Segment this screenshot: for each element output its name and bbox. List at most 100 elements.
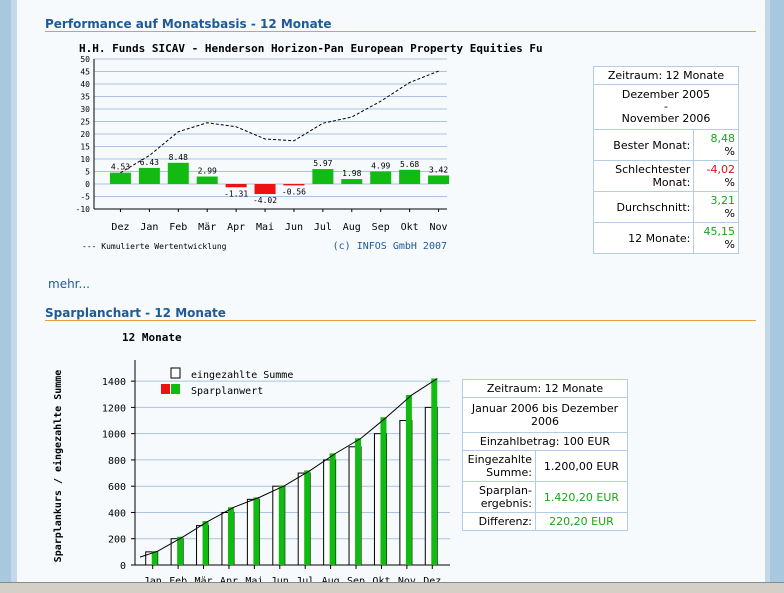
y-tick-label: 1000 — [102, 430, 126, 441]
x-tick-label: Dez — [423, 576, 441, 582]
main-content: Performance auf Monatsbasis - 12 Monate … — [17, 0, 765, 582]
stat-label: Sparplan-ergebnis: — [462, 481, 536, 513]
legend-label: eingezahlte Summe — [191, 370, 293, 381]
spar-period: Januar 2006 bis Dezember 2006 — [462, 397, 628, 433]
y-tick-label: -10 — [76, 205, 91, 214]
spar-row-differenz: Differenz: 220,20 EUR — [462, 512, 628, 531]
stat-value: 1.200,00 EUR — [535, 450, 628, 482]
stat-label: Durchschnitt: — [592, 191, 695, 223]
performance-stats-table: Zeitraum: 12 Monate Dezember 2005 - Nove… — [592, 66, 739, 254]
sparplan-stats-table: Zeitraum: 12 Monate Januar 2006 bis Deze… — [462, 379, 628, 531]
y-tick-label: 30 — [80, 105, 90, 114]
right-border — [765, 0, 784, 582]
stat-label: Differenz: — [462, 512, 536, 531]
bar-value-label: -0.56 — [282, 187, 306, 196]
y-tick-label: 50 — [80, 55, 90, 64]
stat-value: -4,02 % — [693, 160, 739, 192]
y-tick-label: 0 — [120, 561, 126, 572]
bar-value-label: 5.97 — [313, 159, 332, 168]
bar-value-label: 2.99 — [198, 167, 217, 176]
cumulative-line — [120, 70, 439, 174]
bar — [399, 169, 421, 184]
perf-period: Dezember 2005 - November 2006 — [593, 84, 739, 130]
chart-title: H.H. Funds SICAV - Henderson Horizon-Pan… — [79, 42, 543, 55]
bar-sparplanwert — [177, 536, 184, 565]
y-tick-label: 40 — [80, 80, 90, 89]
bar — [225, 184, 247, 188]
bar-sparplanwert — [227, 507, 234, 565]
bar — [254, 184, 276, 195]
sparplan-section-title: Sparplanchart - 12 Monate — [45, 306, 226, 320]
sparplan-line — [139, 378, 438, 558]
perf-zeitraum: Zeitraum: 12 Monate — [593, 66, 739, 85]
x-tick-label: Mär — [195, 576, 213, 582]
section-divider — [45, 31, 756, 32]
legend-label: Sparplanwert — [191, 386, 263, 397]
y-tick-label: 1400 — [102, 377, 126, 388]
stat-value: 45,15 % — [693, 222, 739, 254]
y-tick-label: 20 — [80, 130, 90, 139]
x-tick-label: Okt — [372, 576, 390, 582]
perf-period-from: Dezember 2005 — [621, 88, 711, 101]
bar-value-label: 4.99 — [371, 162, 390, 171]
x-tick-label: Jul — [296, 576, 314, 582]
x-tick-label: Jul — [314, 222, 332, 233]
y-tick-label: 200 — [108, 535, 126, 546]
bar-value-label: 3.42 — [429, 165, 448, 174]
legend-swatch-sparplanwert — [171, 384, 180, 394]
bar-sparplanwert — [380, 417, 387, 565]
stat-value: 8,48 % — [693, 129, 739, 161]
bar — [341, 179, 363, 184]
bar-value-label: 4.53 — [111, 163, 130, 172]
x-tick-label: Jan — [140, 222, 158, 233]
y-tick-label: 600 — [108, 482, 126, 493]
section-divider — [45, 320, 756, 321]
stat-value: 1.420,20 EUR — [535, 481, 628, 513]
x-tick-label: Feb — [169, 222, 187, 233]
x-tick-label: Mai — [245, 576, 263, 582]
status-bar — [0, 582, 784, 593]
more-link[interactable]: mehr... — [48, 277, 90, 291]
spar-row-eingezahlt: Eingezahlte Summe: 1.200,00 EUR — [462, 450, 628, 482]
y-tick-label: 0 — [85, 180, 90, 189]
x-tick-label: Nov — [398, 576, 416, 582]
x-tick-label: Sep — [347, 576, 365, 582]
bar-value-label: 8.48 — [169, 153, 188, 162]
bar-sparplanwert — [202, 521, 209, 565]
x-tick-label: Okt — [401, 222, 419, 233]
stat-row-average: Durchschnitt: 3,21 % — [592, 191, 739, 223]
spar-row-ergebnis: Sparplan-ergebnis: 1.420,20 EUR — [462, 481, 628, 513]
stat-row-worst: Schlechtester Monat: -4,02 % — [592, 160, 739, 192]
spar-zeitraum: Zeitraum: 12 Monate — [462, 379, 628, 398]
bar — [312, 169, 334, 184]
bar-value-label: 1.98 — [342, 169, 361, 178]
left-border — [0, 0, 17, 582]
y-tick-label: 15 — [80, 143, 90, 152]
x-tick-label: Feb — [169, 576, 187, 582]
bar — [428, 175, 450, 184]
bar-sparplanwert — [151, 551, 158, 565]
bar-sparplanwert — [253, 497, 260, 565]
chart-title: 12 Monate — [122, 331, 182, 344]
x-tick-label: Aug — [322, 576, 340, 582]
bar-sparplanwert — [355, 438, 362, 565]
bar-sparplanwert — [304, 470, 311, 565]
stat-label: Bester Monat: — [592, 129, 695, 161]
y-tick-label: 10 — [80, 155, 90, 164]
x-tick-label: Dez — [111, 222, 129, 233]
y-axis-label: Sparplankurs / eingezahlte Summe — [52, 370, 64, 563]
y-tick-label: 45 — [80, 68, 90, 77]
y-tick-label: 25 — [80, 118, 90, 127]
x-tick-label: Apr — [227, 222, 245, 233]
bar-sparplanwert — [431, 378, 438, 565]
y-tick-label: -5 — [80, 193, 90, 202]
stat-value: 3,21 % — [693, 191, 739, 223]
bar-sparplanwert — [405, 394, 412, 565]
x-tick-label: Mär — [198, 222, 216, 233]
stat-value: 220,20 EUR — [535, 512, 628, 531]
bar-sparplanwert — [329, 453, 336, 565]
x-tick-label: Mai — [256, 222, 274, 233]
stat-label: Eingezahlte Summe: — [462, 450, 536, 482]
stat-label: Schlechtester Monat: — [592, 160, 695, 192]
x-tick-label: Aug — [343, 222, 361, 233]
